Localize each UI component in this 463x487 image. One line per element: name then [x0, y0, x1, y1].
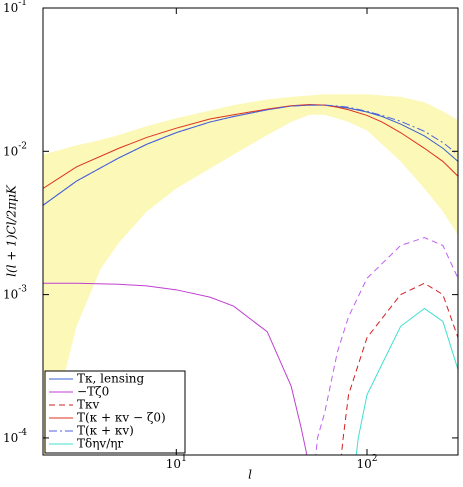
legend-box [44, 370, 186, 454]
legend-label: Tκv [77, 398, 100, 412]
y-tick-label: 10-2 [3, 141, 27, 158]
tick-base: 10 [3, 1, 18, 15]
tick-base: 10 [3, 144, 18, 158]
series-line [355, 307, 458, 455]
axes-frame [42, 7, 459, 456]
tick-exponent: -3 [18, 284, 27, 294]
series-line [43, 104, 458, 189]
x-axis-label: l [248, 468, 252, 482]
y-tick-label: 10-4 [3, 427, 27, 444]
tick-exponent: -1 [18, 0, 27, 8]
x-tick-label: 101 [166, 454, 187, 471]
error-band [43, 94, 458, 455]
tick-exponent: 2 [372, 454, 378, 464]
legend-label: −Tζ0 [77, 385, 109, 399]
y-axis-label: l(l + 1)Cl/2πμK [5, 184, 19, 277]
tick-base: 10 [3, 430, 18, 444]
y-tick-label: 10-3 [3, 284, 27, 301]
series-line [43, 282, 307, 455]
legend-label: T(κ + κv − ζ0) [77, 411, 166, 425]
tick-base: 10 [166, 457, 181, 471]
tick-exponent: -4 [18, 427, 27, 437]
x-tick-label: 102 [357, 454, 378, 471]
tick-exponent: -2 [18, 141, 27, 151]
legend-label: T(κ + κv) [77, 424, 134, 438]
tick-exponent: 1 [181, 454, 187, 464]
legend-label: Tκ, lensing [77, 372, 145, 386]
series-line [43, 104, 458, 206]
tick-base: 10 [357, 457, 372, 471]
plot-area [43, 94, 458, 455]
series-line [340, 282, 458, 455]
legend-label: Tδηv/ηr [77, 437, 123, 451]
tick-base: 10 [3, 287, 18, 301]
series-line [315, 237, 458, 455]
y-tick-label: 10-1 [3, 0, 27, 15]
